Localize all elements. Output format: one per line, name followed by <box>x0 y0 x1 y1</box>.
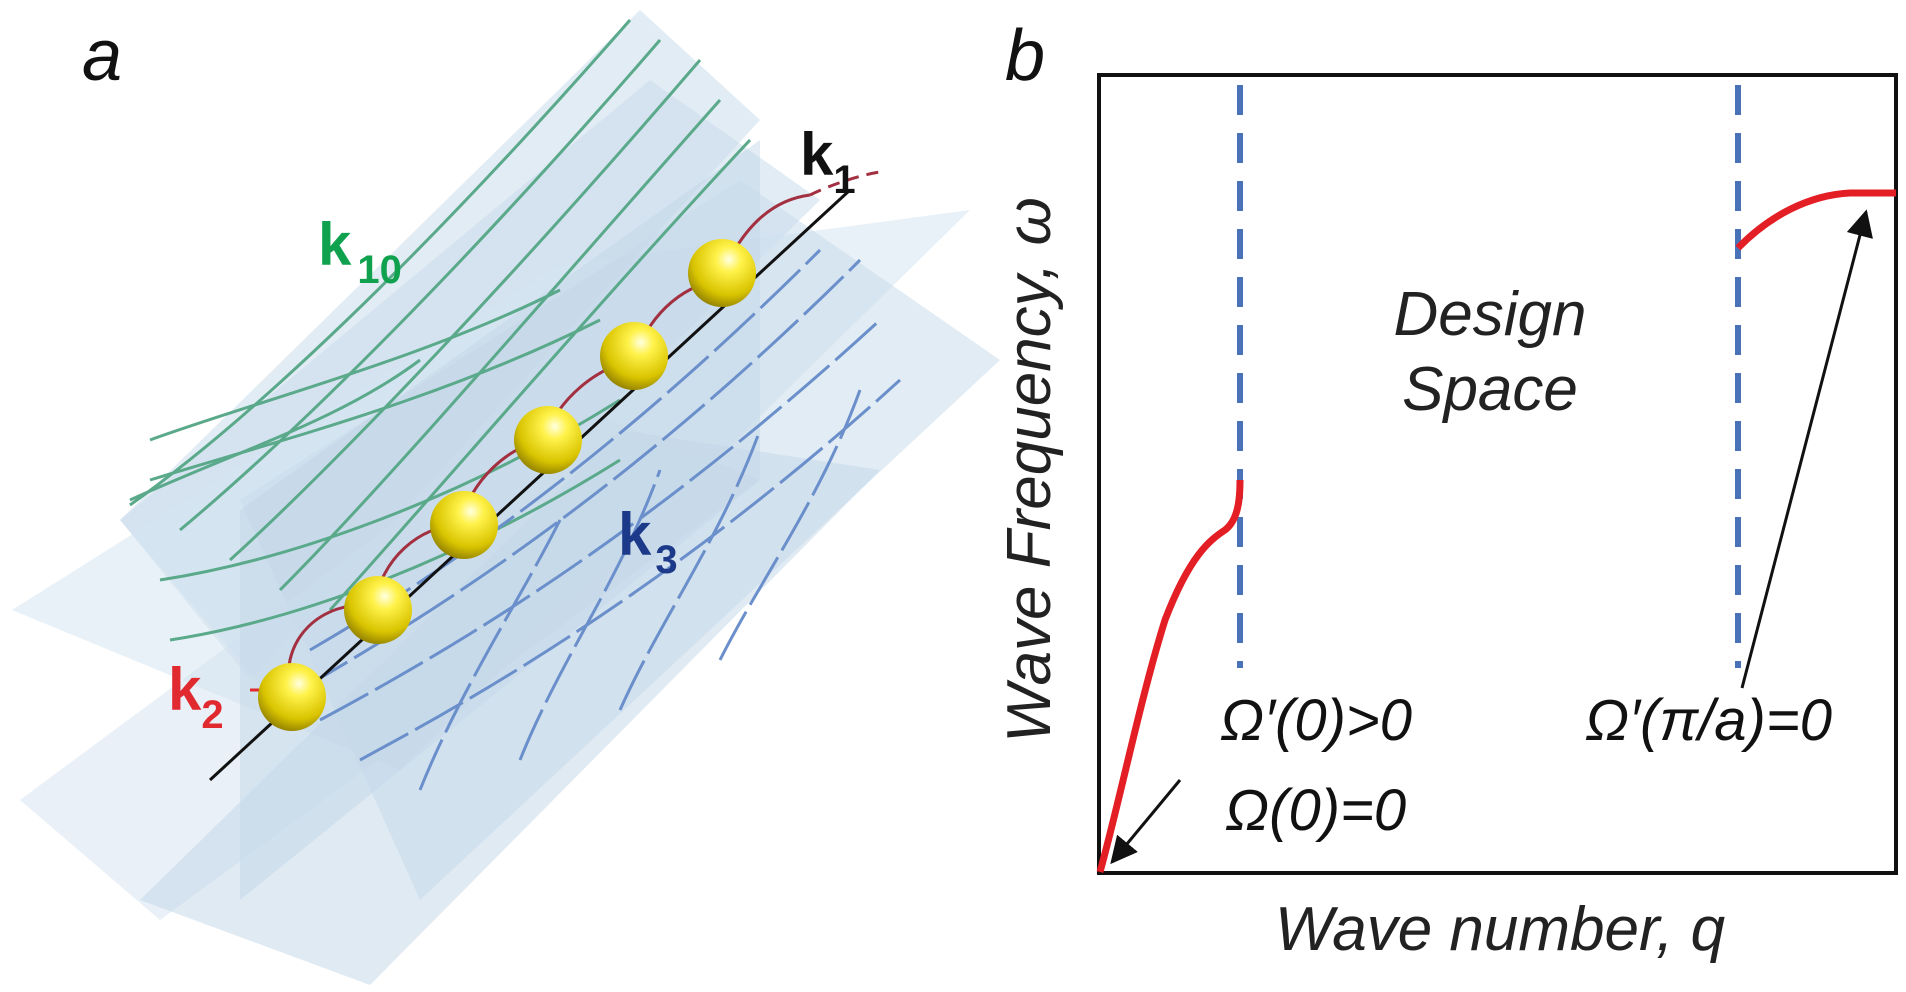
y-axis-label: Wave Frequency, ω <box>995 197 1064 743</box>
sphere-1 <box>258 663 326 731</box>
plot-frame <box>1097 73 1898 875</box>
label-k2: k2 <box>168 656 224 737</box>
blue-curves <box>299 248 902 791</box>
sphere-4 <box>514 406 582 474</box>
plane-horizontal <box>12 210 970 770</box>
sphere-5 <box>600 322 668 390</box>
design-space-line2: Space <box>1402 355 1578 424</box>
spheres <box>258 239 756 731</box>
label-k1: k1 <box>800 121 856 202</box>
x-axis-label: Wave number, q <box>1275 895 1726 964</box>
annotation-omega-zero: Ω(0)=0 <box>1225 778 1406 843</box>
green-curves <box>129 19 752 642</box>
sphere-3 <box>430 491 498 559</box>
panel-b-label: b <box>1005 16 1045 96</box>
sphere-6 <box>688 239 756 307</box>
dispersion-curve-acoustic <box>1096 479 1244 873</box>
annotation-slope-zero: Ω′(0)>0 <box>1220 688 1412 753</box>
dispersion-curve-optical <box>1735 189 1896 251</box>
panel-a-label: a <box>82 16 122 96</box>
plane-lower-left <box>20 400 760 920</box>
design-space-line1: Design <box>1394 280 1587 349</box>
panel-b: b Design Space Ω′(0)>0 Ω(0)=0 Ω′(π/a)=0 … <box>995 16 1898 964</box>
arrow-to-band-edge <box>1740 209 1873 689</box>
plane-upper <box>120 80 820 720</box>
label-k10: k 10 <box>318 211 402 292</box>
panel-a: a <box>12 10 1000 985</box>
sphere-2 <box>344 576 412 644</box>
annotation-slope-boundary: Ω′(π/a)=0 <box>1585 688 1832 753</box>
arrow-to-origin <box>1110 779 1182 865</box>
